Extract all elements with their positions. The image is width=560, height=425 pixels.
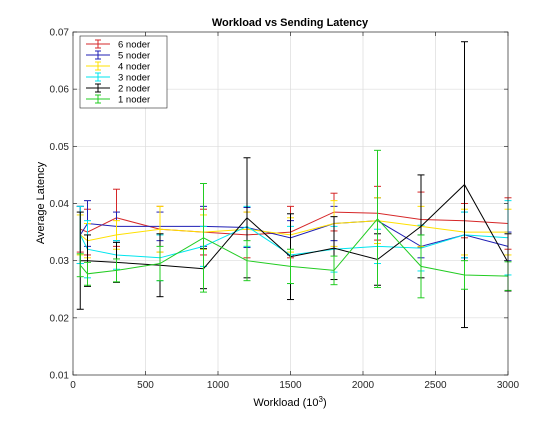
tick-layer: 0 500 1000 1500 2000 2500 3000 0.01 0.02 0.03 0.04…	[50, 28, 520, 392]
x-tick-label: 3000	[497, 380, 520, 391]
legend-item-5-noder: 5 noder	[86, 50, 150, 62]
error-bar-1-noder	[243, 240, 251, 282]
series-line-2-noder	[80, 183, 509, 270]
legend-item-2-noder: 2 noder	[86, 83, 150, 95]
series-line-5-noder	[79, 220, 509, 247]
legend-item-3-noder: 3 noder	[86, 72, 150, 84]
y-axis-label: Average Latency	[35, 161, 47, 244]
error-bar-1-noder	[330, 255, 338, 286]
legend-label: 6 noder	[118, 40, 150, 51]
x-tick-label: 1500	[279, 380, 302, 391]
x-axis-label: Workload (103)	[253, 395, 326, 409]
series-line-3-noder	[79, 225, 509, 259]
legend-item-6-noder: 6 noder	[86, 39, 150, 51]
series-line-4-noder	[79, 220, 508, 242]
legend-label: 4 noder	[118, 62, 150, 73]
y-tick-label: 0.07	[50, 28, 70, 39]
error-bar-1-noder	[76, 253, 84, 278]
y-tick-label: 0.04	[50, 199, 70, 210]
legend-box	[79, 35, 168, 109]
legend-label: 5 noder	[118, 51, 150, 62]
y-tick-label: 0.05	[50, 142, 70, 153]
error-bar-1-noder	[287, 248, 294, 285]
error-bar-1-noder	[156, 245, 164, 282]
x-axis-label-exponent: 3	[319, 395, 324, 404]
y-tick-label: 0.03	[50, 256, 70, 267]
error-bar-1-noder	[417, 234, 425, 299]
y-tick-label: 0.01	[50, 371, 70, 382]
error-bar-1-noder	[84, 261, 91, 286]
x-tick-label: 2000	[352, 380, 375, 391]
legend-item-1-noder: 1 noder	[86, 94, 150, 106]
error-bar-1-noder	[374, 149, 381, 289]
x-axis-label-suffix: )	[323, 397, 327, 409]
y-tick-label: 0.06	[50, 85, 70, 96]
x-axis-label-main: Workload (10	[253, 397, 318, 409]
y-tick-label: 0.02	[50, 313, 70, 324]
series-1-noder	[76, 149, 512, 299]
x-tick-label: 0	[70, 380, 76, 391]
x-tick-label: 1000	[207, 380, 230, 391]
error-bar-1-noder	[461, 260, 468, 290]
series-line-1-noder	[79, 218, 509, 277]
x-tick-label: 500	[137, 380, 154, 391]
chart-title: Workload vs Sending Latency	[212, 17, 369, 29]
legend-label: 3 noder	[118, 73, 150, 84]
legend-label: 1 noder	[118, 95, 150, 106]
error-bar-1-noder	[200, 182, 207, 293]
x-tick-label: 2500	[424, 380, 447, 391]
legend-label: 2 noder	[118, 84, 150, 95]
legend-item-4-noder: 4 noder	[86, 61, 150, 73]
error-bar-1-noder	[113, 258, 120, 283]
